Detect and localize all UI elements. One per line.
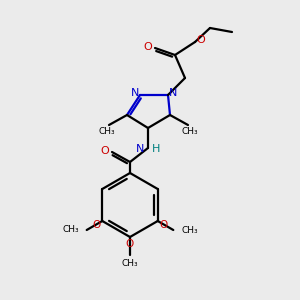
Text: N: N xyxy=(131,88,139,98)
Text: O: O xyxy=(100,146,109,156)
Text: O: O xyxy=(160,220,168,230)
Text: O: O xyxy=(196,35,206,45)
Text: CH₃: CH₃ xyxy=(182,127,198,136)
Text: O: O xyxy=(126,239,134,249)
Text: O: O xyxy=(92,220,100,230)
Text: N: N xyxy=(169,88,177,98)
Text: CH₃: CH₃ xyxy=(62,226,79,235)
Text: O: O xyxy=(144,42,152,52)
Text: CH₃: CH₃ xyxy=(181,226,198,235)
Text: CH₃: CH₃ xyxy=(99,127,115,136)
Text: H: H xyxy=(152,144,160,154)
Text: CH₃: CH₃ xyxy=(122,259,138,268)
Text: N: N xyxy=(136,144,144,154)
